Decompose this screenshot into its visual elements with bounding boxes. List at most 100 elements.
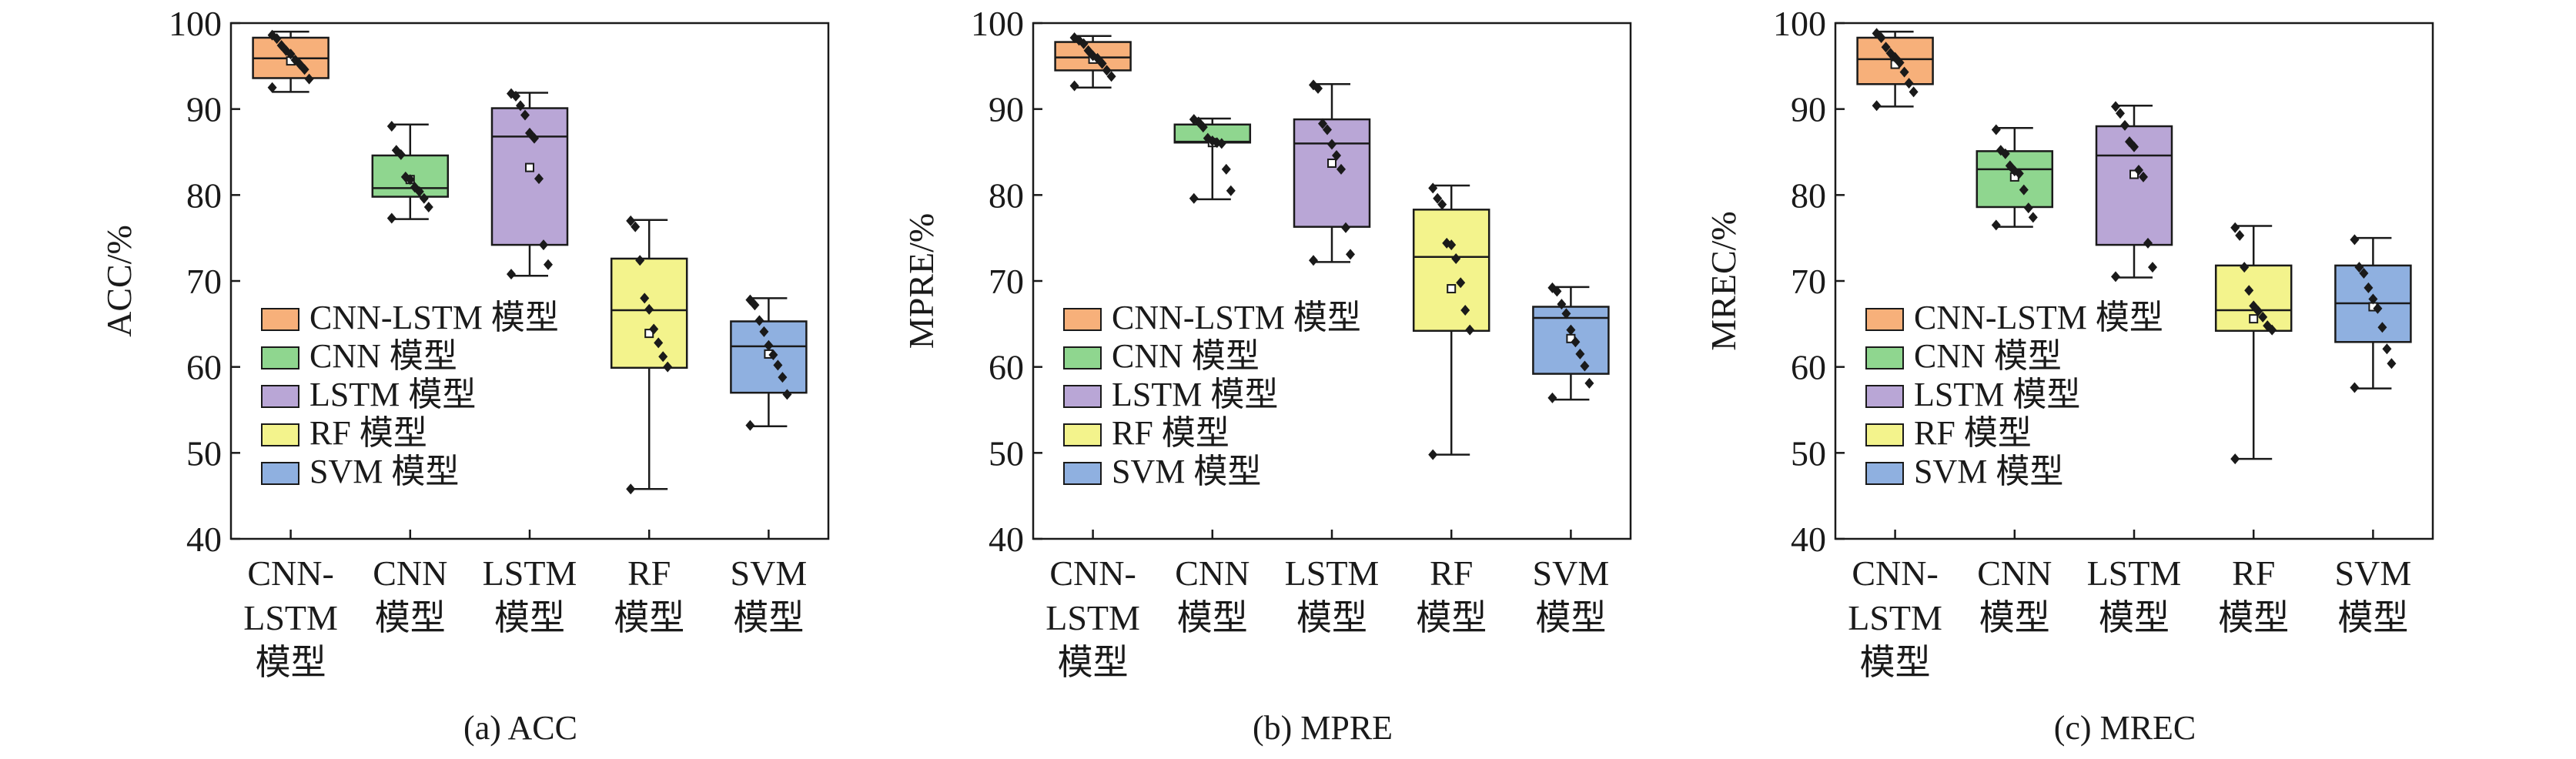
x-tick-label: 模型: [1177, 598, 1248, 637]
legend-swatch: [1865, 423, 1904, 446]
data-point: [1346, 249, 1355, 260]
data-point: [1451, 252, 1461, 264]
y-tick-label: 50: [989, 433, 1024, 473]
box-series-5: [1532, 282, 1610, 403]
data-point: [1876, 32, 1886, 43]
x-tick-label: 模型: [1535, 598, 1606, 637]
data-point: [768, 349, 778, 361]
data-point: [1456, 277, 1466, 289]
data-point: [2373, 303, 2383, 314]
x-tick-label: CNN-: [247, 553, 333, 593]
data-point: [1881, 42, 1891, 53]
data-point: [745, 420, 755, 431]
data-point: [626, 483, 636, 495]
legend-swatch: [261, 462, 299, 485]
data-point: [1437, 199, 1447, 210]
panel-caption: (b) MPRE: [1253, 709, 1393, 747]
data-point: [1332, 149, 1341, 161]
data-point: [1106, 71, 1116, 82]
x-tick-label: CNN: [1977, 553, 2052, 593]
data-point: [414, 186, 424, 197]
legend-label: CNN 模型: [1914, 337, 2062, 375]
box-series-1: [1856, 28, 1934, 112]
mean-marker: [2249, 314, 2259, 324]
box-series-2: [1173, 114, 1252, 204]
y-tick-label: 70: [989, 262, 1024, 301]
data-point: [1465, 324, 1475, 336]
data-point: [1327, 139, 1337, 150]
x-tick-label: CNN: [1175, 553, 1250, 593]
legend-label: LSTM 模型: [1914, 376, 2080, 413]
data-point: [530, 132, 539, 144]
y-axis-label: MPRE/%: [902, 213, 941, 349]
data-point: [1584, 377, 1594, 389]
y-tick-label: 90: [1791, 90, 1826, 129]
data-point: [644, 303, 654, 315]
x-tick-label: SVM: [1533, 553, 1610, 593]
y-tick-label: 100: [169, 4, 222, 43]
x-tick-label: RF: [1430, 553, 1473, 593]
x-tick-label: LSTM: [1285, 553, 1380, 593]
chart-panel-3: 40 50 60 70 80 90 100 CNN- LSTM 模型 CNN 模型 LSTM 模型 RF 模型…: [1704, 4, 2434, 747]
legend-label: SVM 模型: [309, 453, 459, 490]
legend-label: RF 模型: [1914, 414, 2032, 452]
y-axis-label: ACC/%: [99, 225, 139, 337]
legend-swatch: [261, 346, 299, 369]
data-point: [773, 359, 783, 371]
data-point: [396, 149, 406, 160]
box-series-3: [490, 88, 569, 280]
data-point: [2368, 293, 2378, 305]
legend-label: CNN-LSTM 模型: [1112, 299, 1361, 336]
data-point: [1580, 360, 1590, 372]
data-point: [2382, 343, 2392, 355]
data-point: [272, 33, 282, 45]
legend-label: CNN-LSTM 模型: [1914, 299, 2163, 336]
y-axis-label: MREC/%: [1704, 211, 1743, 350]
data-point: [1069, 80, 1079, 92]
data-point: [658, 351, 668, 363]
data-point: [2377, 322, 2387, 333]
x-tick-label: 模型: [1860, 643, 1931, 682]
box: [2095, 125, 2173, 246]
legend-label: SVM 模型: [1112, 453, 1261, 490]
data-point: [654, 337, 664, 349]
data-point: [764, 339, 774, 351]
data-point: [2111, 271, 2120, 283]
data-point: [520, 109, 530, 121]
y-tick-label: 70: [1791, 262, 1826, 301]
panel-caption: (a) ACC: [463, 709, 577, 747]
data-point: [267, 82, 277, 93]
legend-label: CNN 模型: [1112, 337, 1260, 375]
x-tick-label: LSTM: [243, 598, 338, 637]
data-point: [782, 389, 792, 400]
data-point: [635, 255, 645, 266]
panel-caption: (c) MREC: [2054, 709, 2196, 747]
data-point: [2258, 311, 2268, 323]
data-point: [1561, 308, 1571, 319]
data-point: [507, 269, 516, 280]
x-tick-label: 模型: [256, 643, 326, 682]
legend-label: LSTM 模型: [1112, 376, 1278, 413]
chart-panel-1: 40 50 60 70 80 90 100 CNN- LSTM 模型 CNN 模型 LSTM 模型 RF 模型…: [99, 4, 830, 747]
data-point: [1337, 163, 1346, 175]
x-tick-label: 模型: [2099, 598, 2170, 637]
legend-swatch: [1063, 308, 1102, 331]
legend-swatch: [1063, 346, 1102, 369]
x-tick-label: LSTM: [1848, 598, 1942, 637]
legend-swatch: [261, 385, 299, 408]
legend-swatch: [1063, 462, 1102, 485]
data-point: [2350, 234, 2360, 246]
data-point: [1895, 57, 1905, 69]
box-series-2: [1975, 124, 2054, 231]
y-tick-label: 80: [989, 176, 1024, 215]
data-point: [2134, 164, 2143, 176]
data-point: [2143, 237, 2153, 249]
x-tick-label: CNN-: [1852, 553, 1938, 593]
data-point: [386, 121, 396, 132]
data-point: [2116, 108, 2125, 119]
x-tick-label: RF: [627, 553, 671, 593]
data-point: [750, 299, 760, 311]
